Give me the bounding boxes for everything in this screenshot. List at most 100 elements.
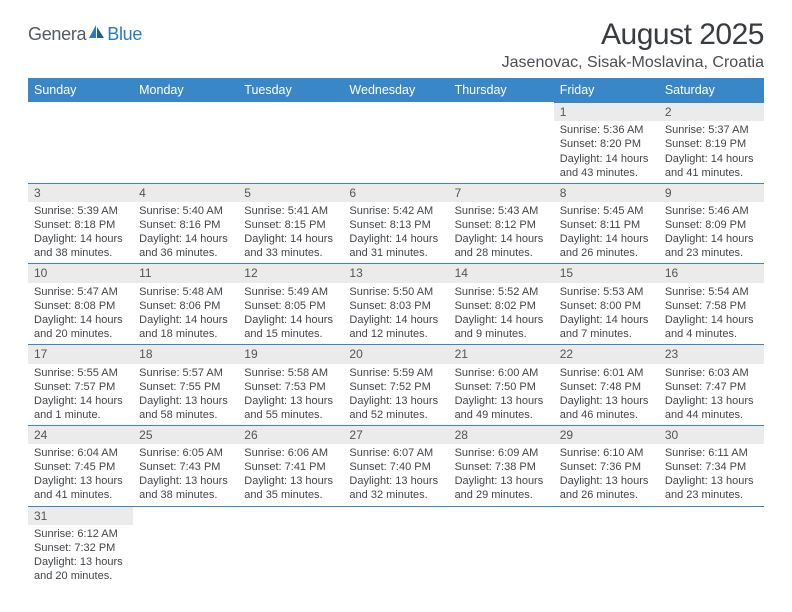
calendar-week-row: 17Sunrise: 5:55 AMSunset: 7:57 PMDayligh… [28, 344, 764, 425]
day-content: Sunrise: 5:41 AMSunset: 8:15 PMDaylight:… [238, 202, 343, 263]
calendar-cell: 4Sunrise: 5:40 AMSunset: 8:16 PMDaylight… [133, 183, 238, 264]
day-number: 21 [449, 345, 554, 363]
calendar-cell: 21Sunrise: 6:00 AMSunset: 7:50 PMDayligh… [449, 344, 554, 425]
day-number: 14 [449, 264, 554, 282]
day-number: 15 [554, 264, 659, 282]
calendar-cell: 29Sunrise: 6:10 AMSunset: 7:36 PMDayligh… [554, 425, 659, 506]
day-content: Sunrise: 5:39 AMSunset: 8:18 PMDaylight:… [28, 202, 133, 263]
calendar-cell: 6Sunrise: 5:42 AMSunset: 8:13 PMDaylight… [343, 183, 448, 264]
day-content: Sunrise: 6:10 AMSunset: 7:36 PMDaylight:… [554, 444, 659, 505]
calendar-page: Genera Blue August 2025 Jasenovac, Sisak… [0, 0, 792, 600]
day-content [343, 120, 448, 125]
calendar-cell: 15Sunrise: 5:53 AMSunset: 8:00 PMDayligh… [554, 263, 659, 344]
calendar-cell-empty [343, 102, 448, 183]
day-number: 13 [343, 264, 448, 282]
day-content: Sunrise: 5:36 AMSunset: 8:20 PMDaylight:… [554, 121, 659, 182]
calendar-cell-empty [28, 102, 133, 183]
day-number: 17 [28, 345, 133, 363]
calendar-cell: 22Sunrise: 6:01 AMSunset: 7:48 PMDayligh… [554, 344, 659, 425]
day-number: 20 [343, 345, 448, 363]
day-content: Sunrise: 5:45 AMSunset: 8:11 PMDaylight:… [554, 202, 659, 263]
calendar-cell: 19Sunrise: 5:58 AMSunset: 7:53 PMDayligh… [238, 344, 343, 425]
calendar-cell-empty [343, 506, 448, 587]
day-content: Sunrise: 5:57 AMSunset: 7:55 PMDaylight:… [133, 364, 238, 425]
day-content: Sunrise: 5:43 AMSunset: 8:12 PMDaylight:… [449, 202, 554, 263]
day-number [343, 102, 448, 120]
calendar-cell: 31Sunrise: 6:12 AMSunset: 7:32 PMDayligh… [28, 506, 133, 587]
calendar-cell: 10Sunrise: 5:47 AMSunset: 8:08 PMDayligh… [28, 263, 133, 344]
weekday-header: Thursday [449, 78, 554, 102]
day-content: Sunrise: 5:58 AMSunset: 7:53 PMDaylight:… [238, 364, 343, 425]
day-content [133, 120, 238, 125]
day-content: Sunrise: 6:06 AMSunset: 7:41 PMDaylight:… [238, 444, 343, 505]
calendar-cell: 25Sunrise: 6:05 AMSunset: 7:43 PMDayligh… [133, 425, 238, 506]
calendar-cell-empty [449, 506, 554, 587]
calendar-table: SundayMondayTuesdayWednesdayThursdayFrid… [28, 78, 764, 586]
calendar-week-row: 24Sunrise: 6:04 AMSunset: 7:45 PMDayligh… [28, 425, 764, 506]
day-number: 7 [449, 184, 554, 202]
day-number: 8 [554, 184, 659, 202]
day-number: 23 [659, 345, 764, 363]
calendar-cell: 9Sunrise: 5:46 AMSunset: 8:09 PMDaylight… [659, 183, 764, 264]
calendar-cell: 7Sunrise: 5:43 AMSunset: 8:12 PMDaylight… [449, 183, 554, 264]
calendar-week-row: 1Sunrise: 5:36 AMSunset: 8:20 PMDaylight… [28, 102, 764, 183]
day-number: 31 [28, 507, 133, 525]
day-number: 30 [659, 426, 764, 444]
calendar-cell: 28Sunrise: 6:09 AMSunset: 7:38 PMDayligh… [449, 425, 554, 506]
day-number: 3 [28, 184, 133, 202]
calendar-cell-empty [133, 506, 238, 587]
day-content: Sunrise: 5:47 AMSunset: 8:08 PMDaylight:… [28, 283, 133, 344]
day-number: 19 [238, 345, 343, 363]
day-content: Sunrise: 6:04 AMSunset: 7:45 PMDaylight:… [28, 444, 133, 505]
calendar-cell: 16Sunrise: 5:54 AMSunset: 7:58 PMDayligh… [659, 263, 764, 344]
calendar-cell: 1Sunrise: 5:36 AMSunset: 8:20 PMDaylight… [554, 102, 659, 183]
day-content: Sunrise: 6:01 AMSunset: 7:48 PMDaylight:… [554, 364, 659, 425]
day-content: Sunrise: 5:52 AMSunset: 8:02 PMDaylight:… [449, 283, 554, 344]
calendar-cell: 26Sunrise: 6:06 AMSunset: 7:41 PMDayligh… [238, 425, 343, 506]
location-text: Jasenovac, Sisak-Moslavina, Croatia [502, 54, 764, 72]
logo-text-general: Genera [28, 24, 86, 45]
day-number: 1 [554, 103, 659, 121]
day-number: 4 [133, 184, 238, 202]
day-number [133, 507, 238, 525]
day-content: Sunrise: 5:54 AMSunset: 7:58 PMDaylight:… [659, 283, 764, 344]
day-number: 6 [343, 184, 448, 202]
day-number: 11 [133, 264, 238, 282]
calendar-cell: 3Sunrise: 5:39 AMSunset: 8:18 PMDaylight… [28, 183, 133, 264]
day-number [554, 507, 659, 525]
weekday-header: Saturday [659, 78, 764, 102]
weekday-header: Tuesday [238, 78, 343, 102]
day-number: 10 [28, 264, 133, 282]
day-content: Sunrise: 6:07 AMSunset: 7:40 PMDaylight:… [343, 444, 448, 505]
day-number [238, 507, 343, 525]
day-content [449, 525, 554, 530]
day-content: Sunrise: 5:37 AMSunset: 8:19 PMDaylight:… [659, 121, 764, 182]
calendar-cell: 5Sunrise: 5:41 AMSunset: 8:15 PMDaylight… [238, 183, 343, 264]
day-number [133, 102, 238, 120]
day-content: Sunrise: 6:00 AMSunset: 7:50 PMDaylight:… [449, 364, 554, 425]
day-number: 29 [554, 426, 659, 444]
calendar-cell: 20Sunrise: 5:59 AMSunset: 7:52 PMDayligh… [343, 344, 448, 425]
calendar-cell-empty [449, 102, 554, 183]
calendar-cell: 24Sunrise: 6:04 AMSunset: 7:45 PMDayligh… [28, 425, 133, 506]
day-number: 22 [554, 345, 659, 363]
calendar-cell-empty [133, 102, 238, 183]
calendar-cell: 11Sunrise: 5:48 AMSunset: 8:06 PMDayligh… [133, 263, 238, 344]
month-title: August 2025 [502, 18, 764, 52]
logo-sail-icon [88, 24, 106, 45]
day-content [238, 525, 343, 530]
weekday-header: Monday [133, 78, 238, 102]
calendar-week-row: 3Sunrise: 5:39 AMSunset: 8:18 PMDaylight… [28, 183, 764, 264]
day-content [133, 525, 238, 530]
calendar-cell-empty [659, 506, 764, 587]
day-number: 2 [659, 103, 764, 121]
day-content: Sunrise: 5:50 AMSunset: 8:03 PMDaylight:… [343, 283, 448, 344]
day-content: Sunrise: 6:09 AMSunset: 7:38 PMDaylight:… [449, 444, 554, 505]
day-content: Sunrise: 5:46 AMSunset: 8:09 PMDaylight:… [659, 202, 764, 263]
calendar-body: 1Sunrise: 5:36 AMSunset: 8:20 PMDaylight… [28, 102, 764, 586]
day-number [343, 507, 448, 525]
day-number [659, 507, 764, 525]
weekday-header: Wednesday [343, 78, 448, 102]
logo-text-blue: Blue [107, 24, 142, 45]
day-number [449, 102, 554, 120]
